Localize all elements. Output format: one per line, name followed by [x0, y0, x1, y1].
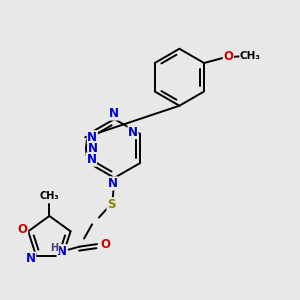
Text: S: S [107, 198, 116, 211]
Text: O: O [224, 50, 233, 63]
Text: N: N [57, 245, 67, 258]
Text: N: N [109, 107, 119, 120]
Text: CH₃: CH₃ [240, 51, 261, 62]
Text: N: N [26, 252, 36, 265]
Text: N: N [88, 142, 98, 155]
Text: N: N [87, 131, 97, 144]
Text: N: N [108, 177, 118, 190]
Text: H: H [51, 244, 59, 254]
Text: CH₃: CH₃ [40, 190, 59, 200]
Text: O: O [18, 223, 28, 236]
Text: O: O [101, 238, 111, 250]
Text: N: N [128, 126, 138, 139]
Text: N: N [86, 153, 96, 166]
